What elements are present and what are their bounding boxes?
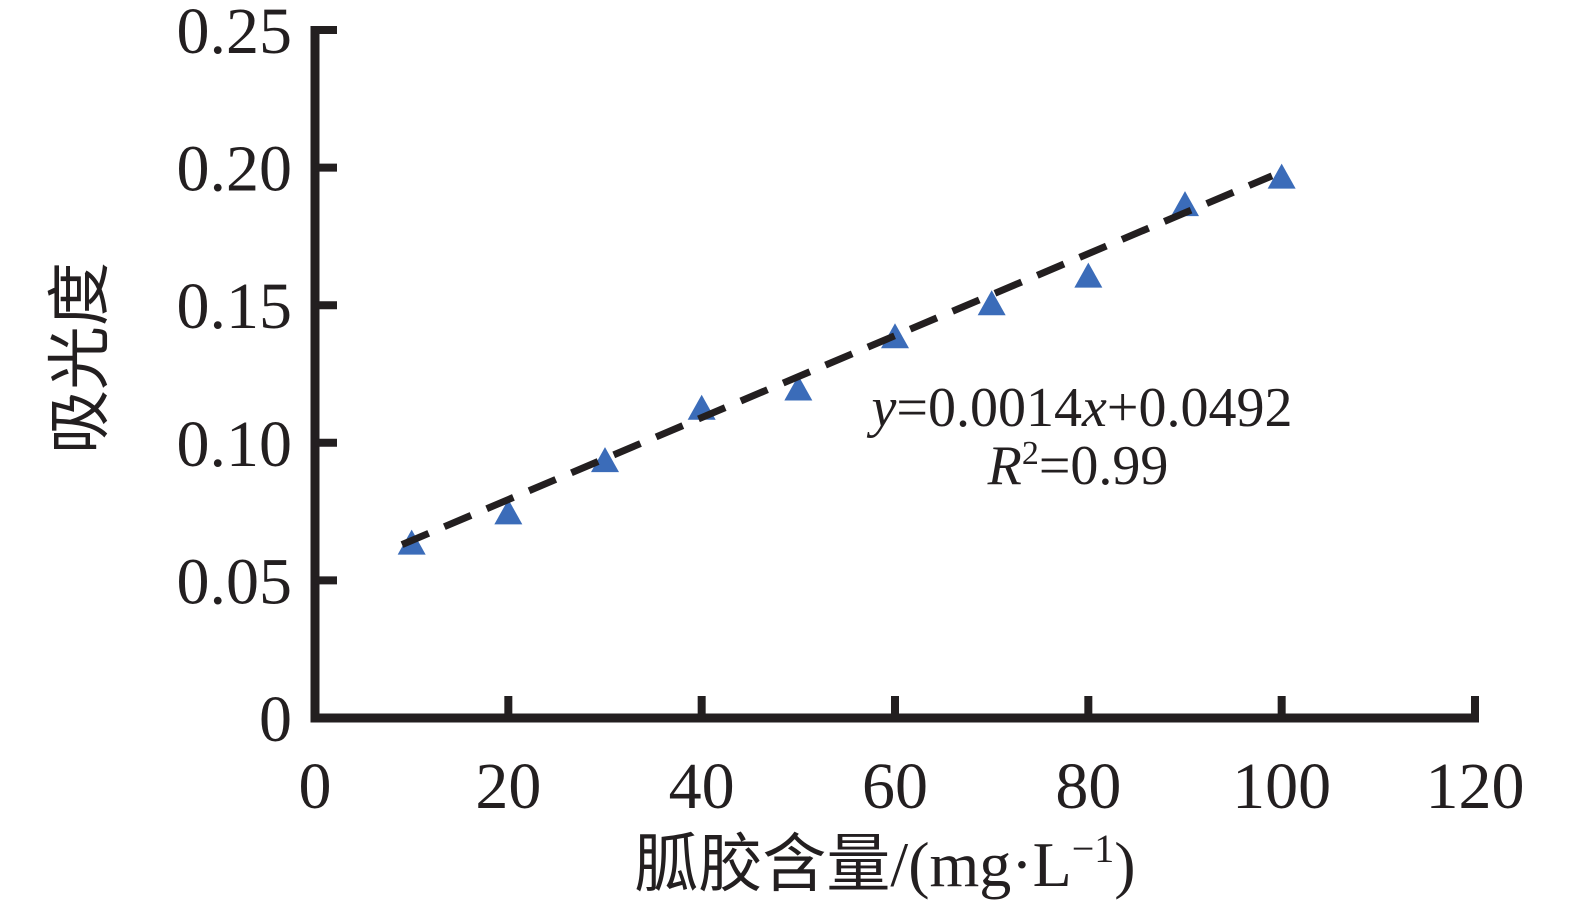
y-tick-label: 0.25: [177, 0, 293, 68]
x-tick-label: 120: [1426, 750, 1525, 823]
data-point-marker: [977, 290, 1006, 316]
data-points: [397, 163, 1296, 555]
r-value: =0.99: [1039, 435, 1169, 497]
y-tick-label: 0.05: [177, 545, 293, 618]
y-axis-title: 吸光度: [45, 262, 116, 454]
x-tick-labels: 0 20 40 60 80 100 120: [299, 750, 1525, 823]
x-tick-label: 100: [1232, 750, 1331, 823]
equation-x-symbol: x: [1081, 377, 1107, 439]
x-tick-label: 0: [299, 750, 332, 823]
equation-intercept: +0.0492: [1107, 377, 1293, 439]
r-superscript: 2: [1022, 435, 1039, 472]
x-tick-label: 20: [475, 750, 541, 823]
y-tick-labels: 0 0.05 0.10 0.15 0.20 0.25: [177, 0, 293, 756]
x-axis-title-superscript: −1: [1072, 826, 1115, 871]
data-point-marker: [1171, 191, 1199, 217]
equation-slope: =0.0014: [896, 377, 1082, 439]
y-tick-label: 0.15: [177, 270, 293, 343]
data-point-marker: [784, 375, 813, 401]
y-tick-label: 0: [259, 683, 292, 756]
x-axis-title-close: ): [1114, 829, 1135, 900]
r-squared-annotation: R2=0.99: [987, 435, 1169, 497]
data-point-marker: [1074, 262, 1103, 288]
data-point-marker: [591, 447, 619, 473]
data-point-marker: [1267, 163, 1296, 189]
x-tick-label: 60: [862, 750, 928, 823]
x-tick-label: 40: [669, 750, 735, 823]
data-point-marker: [494, 499, 523, 525]
trendline: [400, 172, 1274, 548]
x-axis-title: 胍胶含量/(mg·L−1): [634, 826, 1135, 900]
equation-annotation: y=0.0014x+0.0492: [867, 377, 1293, 439]
axes: [310, 26, 1479, 723]
y-axis-ticks: [315, 26, 337, 585]
y-tick-label: 0.20: [177, 133, 293, 206]
x-tick-label: 80: [1055, 750, 1121, 823]
equation-y-symbol: y: [867, 377, 897, 439]
x-axis-title-main: 胍胶含量/(mg·L: [634, 829, 1071, 900]
r-symbol: R: [987, 435, 1022, 497]
y-tick-label: 0.10: [177, 408, 293, 481]
x-axis-ticks: [504, 696, 1479, 718]
data-point-marker: [881, 323, 909, 349]
